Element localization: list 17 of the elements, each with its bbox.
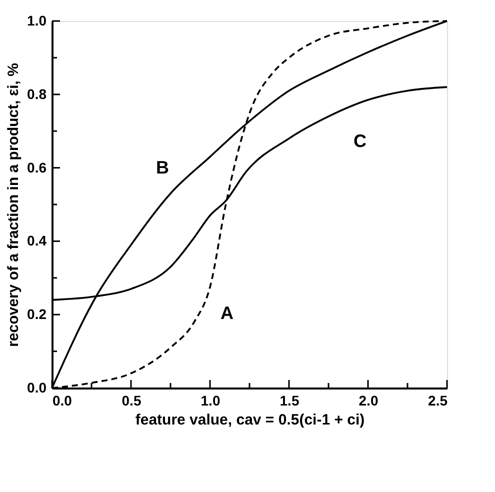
y-tick-label: 1.0 [27,12,47,28]
x-axis-title: feature value, cav = 0.5(ci-1 + ci) [135,412,365,428]
x-tick-label: 0.5 [122,392,142,408]
series-label: C [354,130,366,151]
x-tick-label: 2.0 [358,392,378,408]
y-tick-label: 0.6 [27,159,47,176]
y-tick-label: 0.8 [27,86,47,102]
series-label: B [156,157,169,178]
y-tick-label: 0.4 [27,232,47,249]
x-tick-label: 2.5 [428,392,448,408]
y-axis-title: recovery of a fraction in a product, εi, % [5,63,22,347]
y-tick-label: 0.0 [27,380,47,396]
series-label: A [220,303,234,324]
y-tick-label: 0.2 [27,306,47,322]
x-tick-label: 1.5 [280,392,300,408]
x-tick-label: 1.0 [200,392,220,408]
x-tick-label: 0.0 [52,392,72,408]
